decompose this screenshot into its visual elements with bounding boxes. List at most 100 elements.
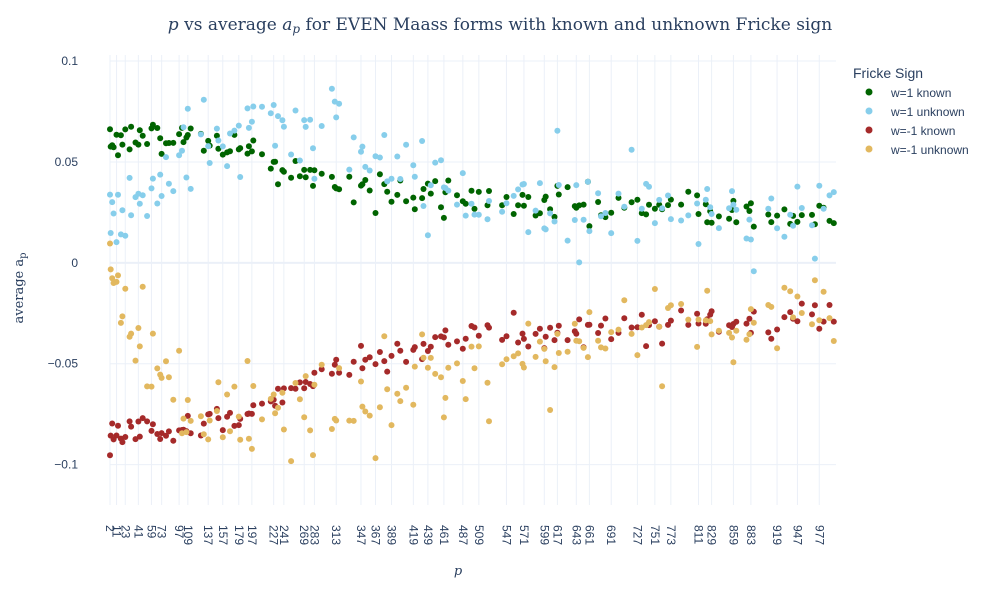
data-point (695, 316, 702, 323)
data-point (157, 436, 164, 442)
data-point (774, 345, 781, 352)
data-point (830, 318, 837, 325)
data-point (215, 415, 222, 422)
data-point (359, 181, 366, 188)
x-tick-label: 283 (307, 525, 321, 545)
data-point (750, 268, 757, 275)
data-point (715, 225, 722, 232)
data-point (227, 148, 233, 155)
data-point (471, 365, 478, 372)
data-point (424, 348, 431, 354)
data-point (595, 337, 602, 344)
data-point (440, 414, 447, 421)
data-point (109, 199, 116, 206)
data-point (442, 394, 449, 401)
legend-item[interactable]: w=1 unknown (865, 105, 965, 119)
data-point (729, 334, 735, 341)
data-point (503, 200, 510, 207)
data-point (730, 201, 737, 208)
data-point (328, 426, 335, 432)
data-point (475, 211, 482, 218)
legend-item[interactable]: w=-1 unknown (865, 143, 969, 157)
data-point (318, 366, 325, 373)
data-point (468, 200, 475, 207)
data-point (245, 124, 252, 131)
data-point (816, 182, 823, 189)
data-point (707, 204, 714, 211)
data-point (149, 421, 156, 428)
data-point (424, 364, 431, 371)
data-point (310, 182, 316, 189)
data-point (119, 439, 126, 446)
x-tick-label: 571 (517, 525, 531, 545)
data-point (704, 186, 711, 192)
data-point (536, 338, 543, 345)
data-point (503, 333, 510, 340)
data-point (628, 146, 635, 153)
legend-item[interactable]: w=1 known (865, 86, 952, 100)
data-point (595, 190, 602, 197)
data-point (733, 206, 740, 213)
data-point (381, 333, 388, 340)
data-point (119, 313, 126, 320)
data-point (462, 396, 469, 403)
data-point (438, 157, 444, 164)
data-point (520, 364, 527, 371)
data-point (122, 434, 129, 440)
data-point (227, 409, 233, 416)
data-point (206, 417, 213, 424)
data-point (628, 330, 635, 337)
data-point (388, 198, 395, 205)
x-tick-label: 919 (770, 525, 784, 545)
data-point (372, 455, 379, 462)
data-point (634, 352, 641, 359)
x-tick-label: 461 (437, 525, 451, 545)
data-point (424, 232, 431, 239)
x-tick-label: 773 (664, 525, 678, 545)
data-point (170, 139, 177, 146)
series-w-1-known (107, 300, 837, 459)
legend-item[interactable]: w=-1 known (865, 124, 956, 138)
data-point (602, 315, 609, 322)
data-point (328, 370, 335, 377)
data-point (270, 391, 277, 398)
data-point (678, 201, 685, 208)
data-point (275, 113, 281, 120)
data-point (219, 434, 226, 441)
data-point (747, 236, 754, 243)
data-point (520, 202, 527, 209)
data-point (205, 137, 212, 144)
data-point (411, 363, 418, 370)
x-tick-label: 487 (456, 525, 470, 545)
data-point (362, 408, 369, 415)
data-point (366, 412, 373, 419)
legend[interactable]: Fricke Sign w=1 known w=1 unknown w=-1 kno… (853, 65, 969, 157)
data-point (163, 358, 169, 365)
data-point (774, 326, 781, 333)
data-point (532, 353, 539, 360)
data-point (372, 361, 379, 368)
data-point (107, 266, 114, 273)
data-point (107, 240, 113, 247)
data-point (346, 371, 353, 378)
data-point (678, 307, 685, 314)
data-point (419, 195, 426, 202)
data-point (328, 173, 335, 180)
data-point (205, 436, 212, 443)
data-point (830, 220, 837, 227)
data-point (595, 330, 602, 336)
data-point (484, 379, 491, 386)
data-point (245, 435, 252, 442)
data-point (154, 365, 161, 372)
data-point (486, 188, 492, 194)
data-point (350, 134, 357, 141)
data-point (486, 418, 492, 425)
data-point (809, 321, 815, 328)
data-point (288, 151, 295, 158)
data-point (350, 199, 357, 206)
data-point (659, 340, 666, 347)
data-point (213, 125, 220, 132)
data-point (811, 302, 818, 309)
data-point (459, 170, 466, 177)
